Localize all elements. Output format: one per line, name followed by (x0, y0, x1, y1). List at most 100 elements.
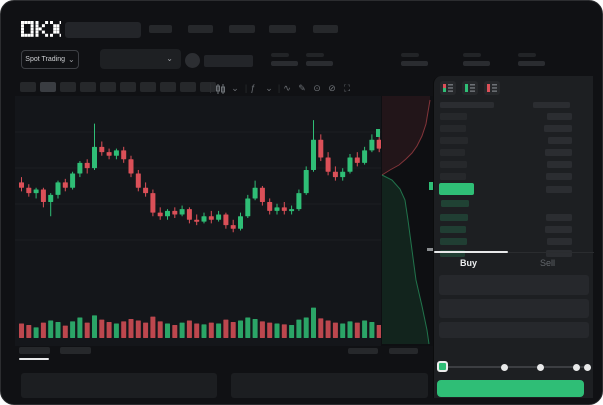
slider-stop-100[interactable] (584, 364, 591, 371)
bottom-tab-active-underline (19, 358, 49, 360)
timeframe-button-9[interactable] (180, 82, 196, 92)
buy-tab-indicator (434, 251, 508, 253)
bottom-tab-active[interactable] (19, 347, 50, 354)
bid-amount-bar (546, 214, 572, 221)
nav-item-5[interactable] (313, 25, 338, 33)
chart-footer-control-1[interactable] (348, 348, 378, 354)
stat-label-1 (271, 53, 289, 57)
amount-slider-track[interactable] (442, 366, 588, 368)
timeframe-button-8[interactable] (160, 82, 176, 92)
chevron-down-icon[interactable]: ⌄ (265, 83, 273, 93)
nav-item-3[interactable] (229, 25, 255, 33)
nav-item-2[interactable] (188, 25, 213, 33)
timeframe-button-10[interactable] (200, 82, 216, 92)
stat-label-4 (463, 53, 481, 57)
pair-selector-dropdown[interactable]: ⌄ (100, 49, 181, 69)
market-type-label: Spot Trading (25, 56, 65, 63)
candle-type-icon[interactable] (214, 82, 226, 94)
book-asks-only-icon[interactable] (484, 81, 500, 95)
timeframe-button-6[interactable] (120, 82, 136, 92)
last-price-pill (439, 183, 474, 195)
draw-tool-icon[interactable]: ✎ (298, 83, 306, 93)
nav-item-4[interactable] (269, 25, 296, 33)
slider-stop-50[interactable] (537, 364, 544, 371)
orderbook-amount-bar (546, 186, 572, 193)
line-tool-icon[interactable]: ∿ (283, 83, 291, 93)
bid-price-bar (440, 226, 466, 233)
slider-stop-75[interactable] (573, 364, 580, 371)
buy-submit-button[interactable] (437, 380, 584, 397)
market-type-dropdown[interactable]: Spot Trading ⌄ (21, 50, 79, 69)
tab-sell[interactable]: Sell (540, 258, 556, 268)
search-input[interactable] (65, 22, 141, 38)
bid-price-bar (440, 214, 468, 221)
toolbar-separator (210, 83, 211, 93)
book-bids-only-icon[interactable] (462, 81, 478, 95)
tab-buy[interactable]: Buy (460, 258, 478, 268)
hide-icon[interactable]: ⊘ (328, 83, 336, 93)
slider-stop-25[interactable] (501, 364, 508, 371)
stat-value-1 (271, 61, 298, 66)
camera-icon[interactable]: ⊙ (313, 83, 321, 93)
chevron-down-icon: ⌄ (166, 54, 173, 63)
chevron-down-icon: ⌄ (68, 54, 75, 64)
ask-amount-bar (547, 113, 572, 120)
indicators-icon[interactable]: ƒ (250, 83, 256, 93)
stat-value-5 (518, 61, 545, 66)
chart-footer-control-2[interactable] (389, 348, 418, 354)
trade-sidebar: Buy Sell (433, 76, 594, 398)
ask-amount-bar (547, 161, 572, 168)
stat-value-4 (463, 61, 490, 66)
fullscreen-icon[interactable]: ⛶ (343, 83, 351, 93)
stat-value-3 (401, 61, 428, 66)
order-price-input[interactable] (439, 275, 589, 295)
orderbook-bid-dim (441, 200, 469, 207)
ask-price-bar (440, 137, 468, 144)
okx-logo-pixels (21, 21, 63, 37)
ask-price-bar (440, 149, 465, 156)
orderbook-header-price (440, 102, 494, 108)
ask-price-bar (440, 113, 467, 120)
slider-handle[interactable] (437, 361, 448, 372)
ask-price-bar (440, 161, 467, 168)
book-combined-icon[interactable] (440, 81, 456, 95)
pair-name-placeholder (204, 55, 253, 67)
stat-label-3 (401, 53, 419, 57)
nav-item-1[interactable] (149, 25, 172, 33)
order-amount-input[interactable] (439, 299, 589, 318)
ask-amount-bar (548, 137, 572, 144)
bid-price-bar (440, 238, 467, 245)
ask-amount-bar (546, 173, 572, 180)
ask-price-bar (440, 125, 466, 132)
orders-panel-placeholder (21, 373, 217, 398)
timeframe-button-7[interactable] (140, 82, 156, 92)
bottom-tab-2[interactable] (60, 347, 91, 354)
stat-label-2 (306, 53, 324, 57)
separator: | (277, 83, 281, 93)
timeframe-button-1[interactable] (20, 82, 36, 92)
stat-value-2 (306, 61, 333, 66)
tabs-divider (434, 252, 594, 253)
ask-amount-bar (545, 149, 572, 156)
coin-icon (185, 53, 200, 68)
ask-price-bar (440, 173, 466, 180)
candlestick-chart[interactable] (15, 96, 433, 346)
order-total-input[interactable] (439, 322, 589, 338)
orderbook-header-amount (533, 102, 570, 108)
timeframe-button-4[interactable] (80, 82, 96, 92)
ask-amount-bar (544, 125, 572, 132)
separator: | (244, 83, 248, 93)
bid-amount-bar (545, 226, 572, 233)
timeframe-button-3[interactable] (60, 82, 76, 92)
bid-amount-bar (546, 250, 572, 257)
timeframe-button-2[interactable] (40, 82, 56, 92)
stat-label-5 (518, 53, 536, 57)
okx-logo[interactable] (21, 21, 63, 43)
orders-panel-placeholder-2 (231, 373, 428, 398)
chevron-down-icon[interactable]: ⌄ (231, 83, 239, 93)
bid-price-bar (440, 250, 465, 257)
timeframe-button-5[interactable] (100, 82, 116, 92)
bid-amount-bar (547, 238, 572, 245)
chart-canvas (15, 96, 433, 346)
